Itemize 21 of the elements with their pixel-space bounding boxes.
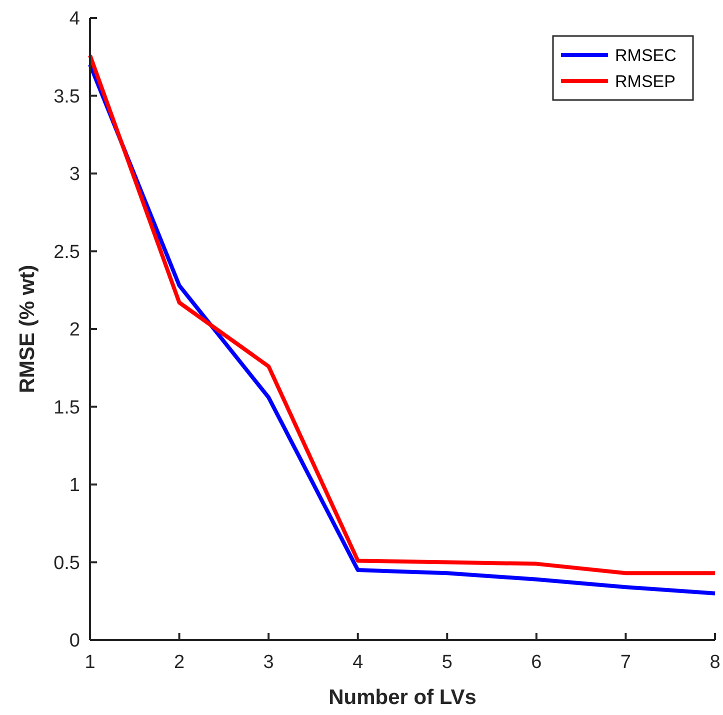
x-tick-label: 4 [352,652,364,673]
y-tick-label: 1.5 [54,397,80,418]
legend-label: RMSEC [615,46,676,65]
y-tick-label: 2 [69,320,80,341]
y-tick-label: 4 [69,8,80,30]
x-tick-label: 1 [84,652,96,673]
x-tick-label: 7 [620,652,632,673]
y-tick-label: 3.5 [54,86,80,108]
x-tick-label: 3 [263,652,274,673]
y-axis-title: RMSE (% wt) [16,264,39,394]
y-tick-label: 3 [69,164,80,186]
y-tick-label: 1 [69,475,80,496]
x-tick-label: 6 [531,652,542,673]
x-axis-title: Number of LVs [328,686,476,709]
x-tick-label: 5 [442,652,452,673]
legend-label: RMSEP [615,72,676,91]
y-tick-label: 0.5 [54,552,80,574]
x-tick-label: 2 [174,652,185,673]
x-tick-label: 8 [710,652,720,673]
y-tick-label: 0 [69,630,80,652]
y-tick-label: 2.5 [54,242,80,263]
